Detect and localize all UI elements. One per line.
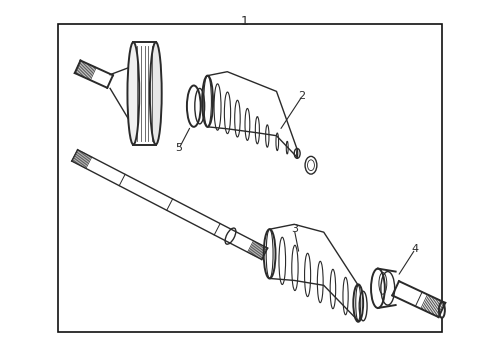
Text: 1: 1 xyxy=(241,15,249,28)
Text: 3: 3 xyxy=(291,224,298,234)
Text: 2: 2 xyxy=(298,91,306,101)
Ellipse shape xyxy=(439,302,445,318)
Ellipse shape xyxy=(150,42,162,145)
Text: 5: 5 xyxy=(175,144,183,153)
Text: 4: 4 xyxy=(412,244,419,254)
Ellipse shape xyxy=(127,42,139,145)
Bar xyxy=(58,24,442,332)
